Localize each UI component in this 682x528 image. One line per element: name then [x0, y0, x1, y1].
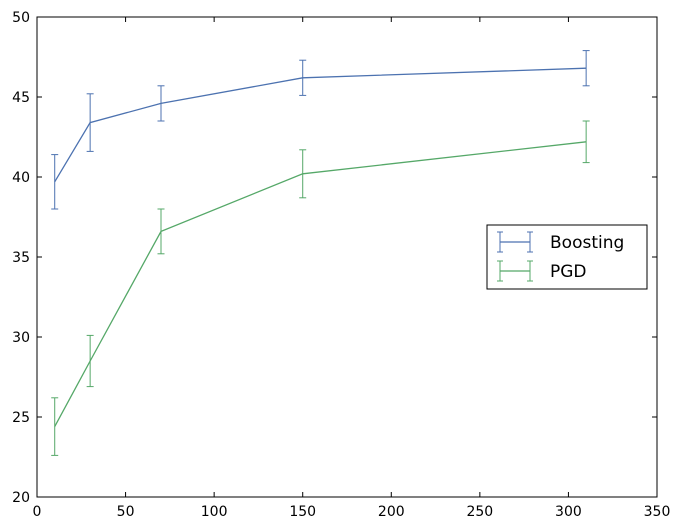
y-tick-label: 50: [12, 10, 30, 26]
series-pgd: [51, 120, 590, 456]
error-bar-pgd: [157, 208, 165, 255]
y-tick-label: 30: [12, 330, 30, 346]
legend-label-boosting: Boosting: [550, 233, 624, 253]
y-tick-label: 40: [12, 170, 30, 186]
legend-entries: Boosting PGD: [497, 231, 624, 282]
error-bar-boosting: [299, 59, 307, 96]
legend: Boosting PGD: [486, 224, 648, 290]
x-tick-label: 0: [33, 504, 42, 520]
series-layer: [51, 50, 590, 456]
y-tick-label: 20: [12, 490, 30, 506]
legend-entry-boosting: Boosting: [497, 231, 624, 253]
x-tick-label: 350: [644, 504, 671, 520]
y-tick-label: 45: [12, 90, 30, 106]
error-bar-pgd: [582, 120, 590, 164]
error-bar-pgd: [86, 334, 94, 388]
legend-entry-pgd: PGD: [497, 260, 587, 282]
x-tick-label: 100: [201, 504, 228, 520]
error-bar-pgd: [51, 397, 59, 456]
legend-box: [486, 224, 648, 290]
error-bar-boosting: [157, 85, 165, 122]
error-bar-boosting: [86, 93, 94, 152]
y-tick-label: 35: [12, 250, 30, 266]
axes-layer: 0 50 100 150 200 250 300 350 20 25 30 35 40 45 50: [12, 10, 670, 520]
x-tick-label: 200: [378, 504, 405, 520]
error-bar-boosting: [51, 154, 59, 210]
y-tick-label: 25: [12, 410, 30, 426]
x-tick-label: 250: [466, 504, 493, 520]
error-bar-boosting: [582, 50, 590, 87]
x-tick-label: 300: [555, 504, 582, 520]
error-bar-pgd: [299, 149, 307, 199]
x-tick-label: 150: [289, 504, 316, 520]
legend-label-pgd: PGD: [550, 262, 587, 282]
series-boosting: [51, 50, 590, 210]
x-tick-label: 50: [117, 504, 135, 520]
